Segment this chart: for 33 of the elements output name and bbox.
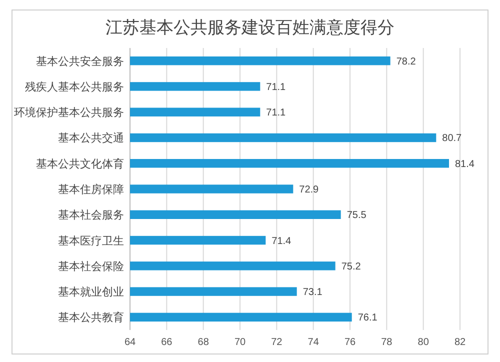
data-label: 81.4: [455, 158, 475, 170]
x-tick-label: 66: [161, 337, 173, 348]
y-tick-label: 基本公共交通: [58, 132, 124, 145]
y-tick-label: 基本公共文化体育: [36, 157, 124, 170]
x-tick-label: 82: [454, 337, 466, 348]
x-tick-label: 68: [198, 337, 210, 348]
data-label: 76.1: [358, 312, 378, 324]
y-tick-label: 基本就业创业: [58, 286, 124, 299]
x-tick-label: 80: [418, 337, 430, 348]
x-tick-label: 76: [344, 337, 356, 348]
x-tick-label: 64: [124, 337, 136, 348]
x-tick-label: 70: [234, 337, 246, 348]
data-label: 71.4: [272, 236, 292, 247]
y-tick-label: 基本社会服务: [58, 208, 124, 222]
data-label: 72.9: [299, 184, 320, 196]
y-tick-label: 基本社会保险: [58, 260, 124, 273]
data-label: 71.1: [266, 108, 286, 119]
y-tick-label: 基本医疗卫生: [58, 234, 124, 248]
y-tick-label: 基本住房保障: [58, 183, 124, 196]
y-tick-label: 残疾人基本公共服务: [25, 80, 124, 94]
x-tick-label: 74: [308, 337, 320, 348]
x-tick-label: 72: [271, 337, 283, 348]
x-tick-label: 78: [381, 337, 393, 348]
chart-title: 江苏基本公共服务建设百姓满意度得分: [106, 18, 394, 37]
data-label: 75.5: [346, 210, 367, 222]
data-label: 73.1: [302, 287, 323, 298]
y-tick-label: 环境保护基本公共服务: [14, 106, 124, 120]
y-tick-label: 基本公共教育: [58, 311, 124, 324]
data-label: 75.2: [341, 261, 362, 272]
y-tick-label: 基本公共安全服务: [36, 54, 124, 68]
data-label: 80.7: [442, 133, 462, 144]
data-label: 78.2: [396, 56, 416, 68]
data-label: 71.1: [266, 82, 286, 93]
